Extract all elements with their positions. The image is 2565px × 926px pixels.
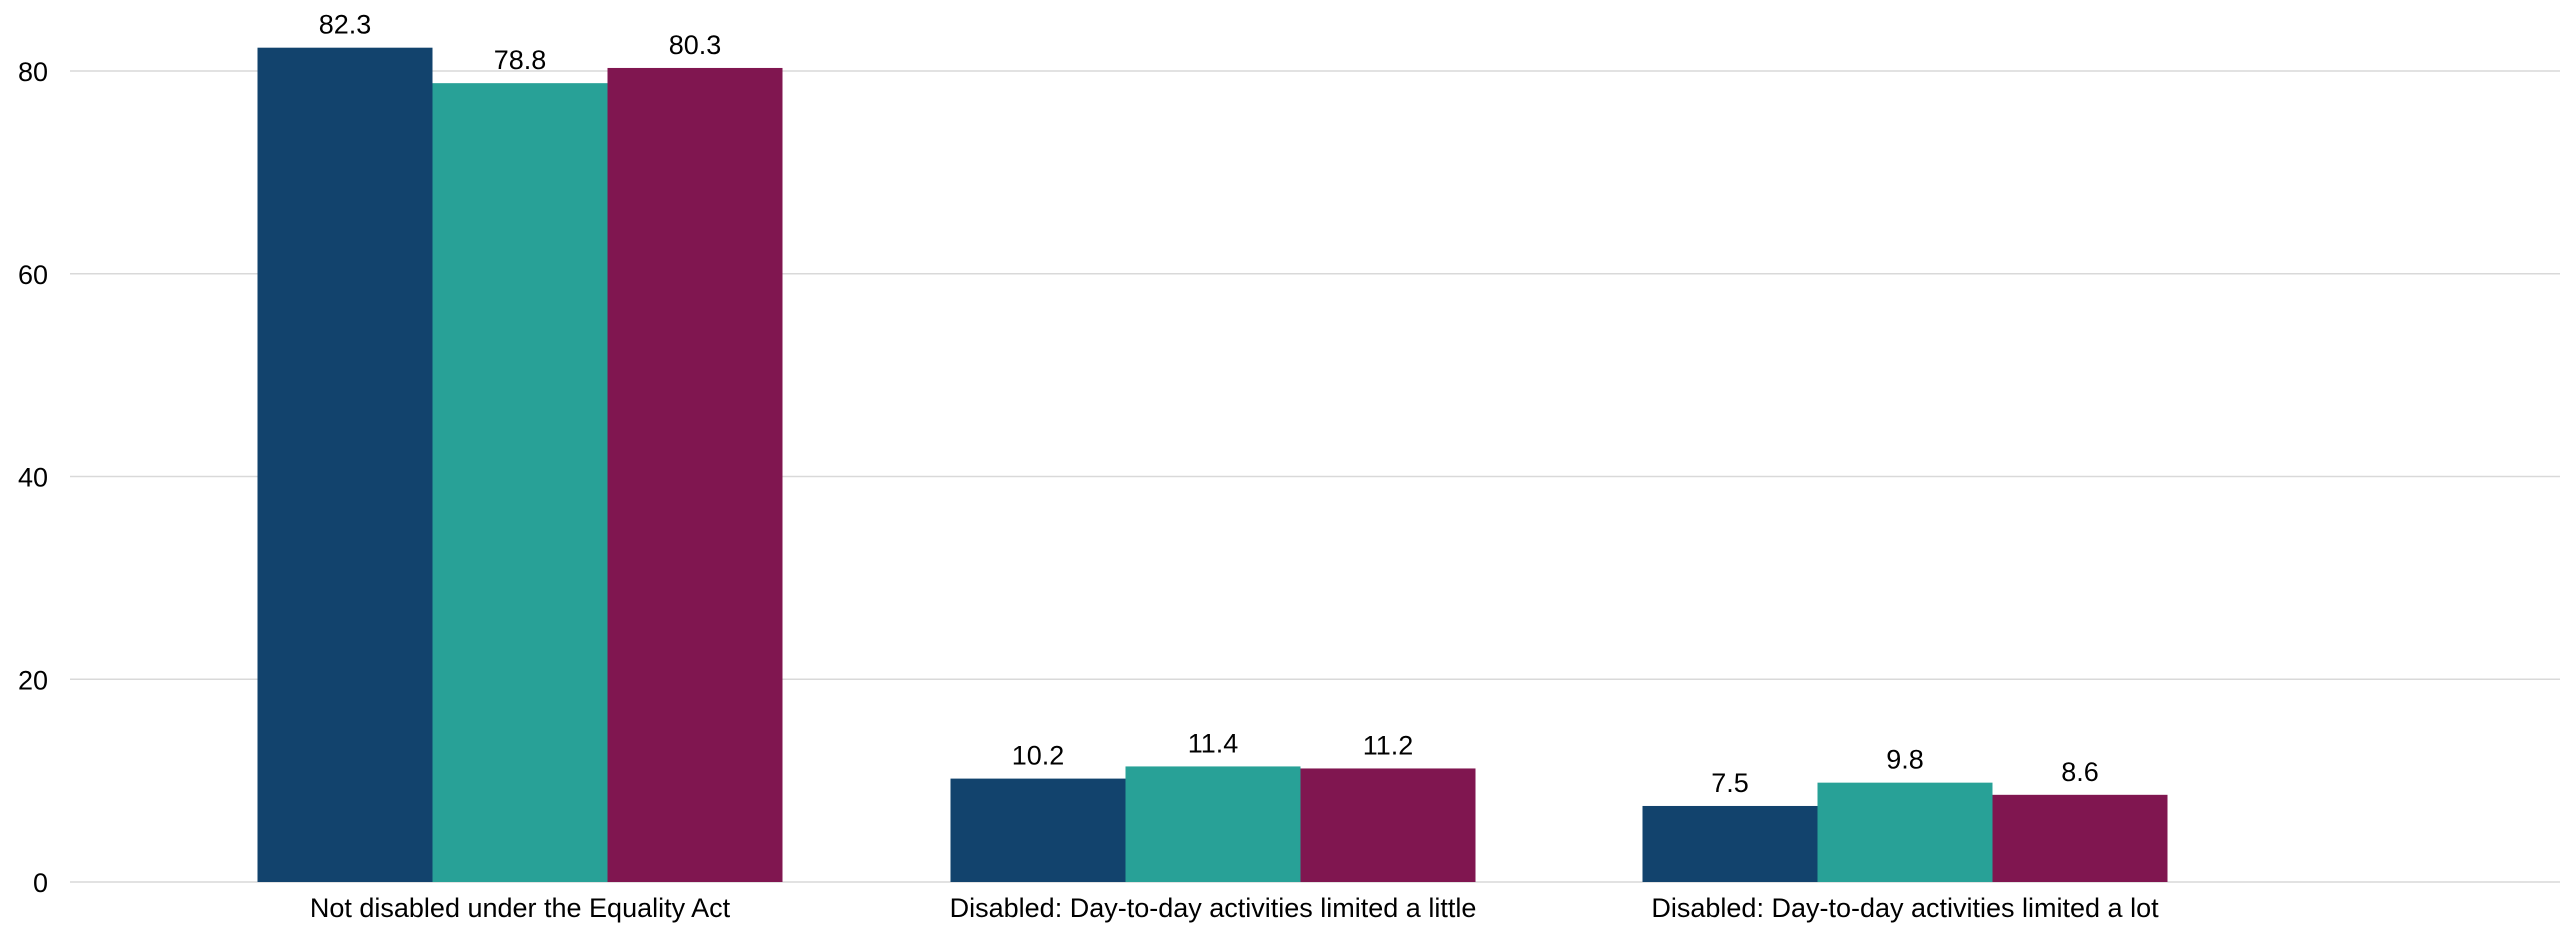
bar [950,778,1126,882]
y-tick-label: 0 [33,868,48,898]
data-label: 7.5 [1711,768,1749,798]
data-label: 11.4 [1188,728,1239,758]
data-label: 80.3 [669,30,722,60]
category-label: Disabled: Day-to-day activities limited … [950,893,1477,923]
data-label: 9.8 [1886,745,1924,775]
y-axis-tick-labels: 0 20 40 60 80 [18,57,48,898]
bars [257,47,2168,883]
category-label: Not disabled under the Equality Act [310,893,731,923]
bar [1125,766,1301,882]
y-tick-label: 80 [18,57,48,87]
data-labels: 82.3 78.8 80.3 10.2 11.4 11.2 7.5 9.8 8.6 [319,10,2099,798]
y-tick-label: 20 [18,665,48,695]
category-label: Disabled: Day-to-day activities limited … [1651,893,2159,923]
data-label: 82.3 [319,10,372,40]
bar [1300,768,1476,882]
bar [257,47,433,882]
data-label: 78.8 [494,45,547,75]
data-label: 10.2 [1012,741,1065,771]
bar [1642,805,1818,882]
bar [607,67,783,883]
bar [432,83,608,883]
data-label: 8.6 [2061,757,2099,787]
y-tick-label: 40 [18,463,48,493]
data-label: 11.2 [1363,730,1414,760]
bar [1817,782,1993,882]
x-axis-category-labels: Not disabled under the Equality Act Disab… [310,893,2159,923]
bar [1992,794,2168,882]
y-tick-label: 60 [18,260,48,290]
